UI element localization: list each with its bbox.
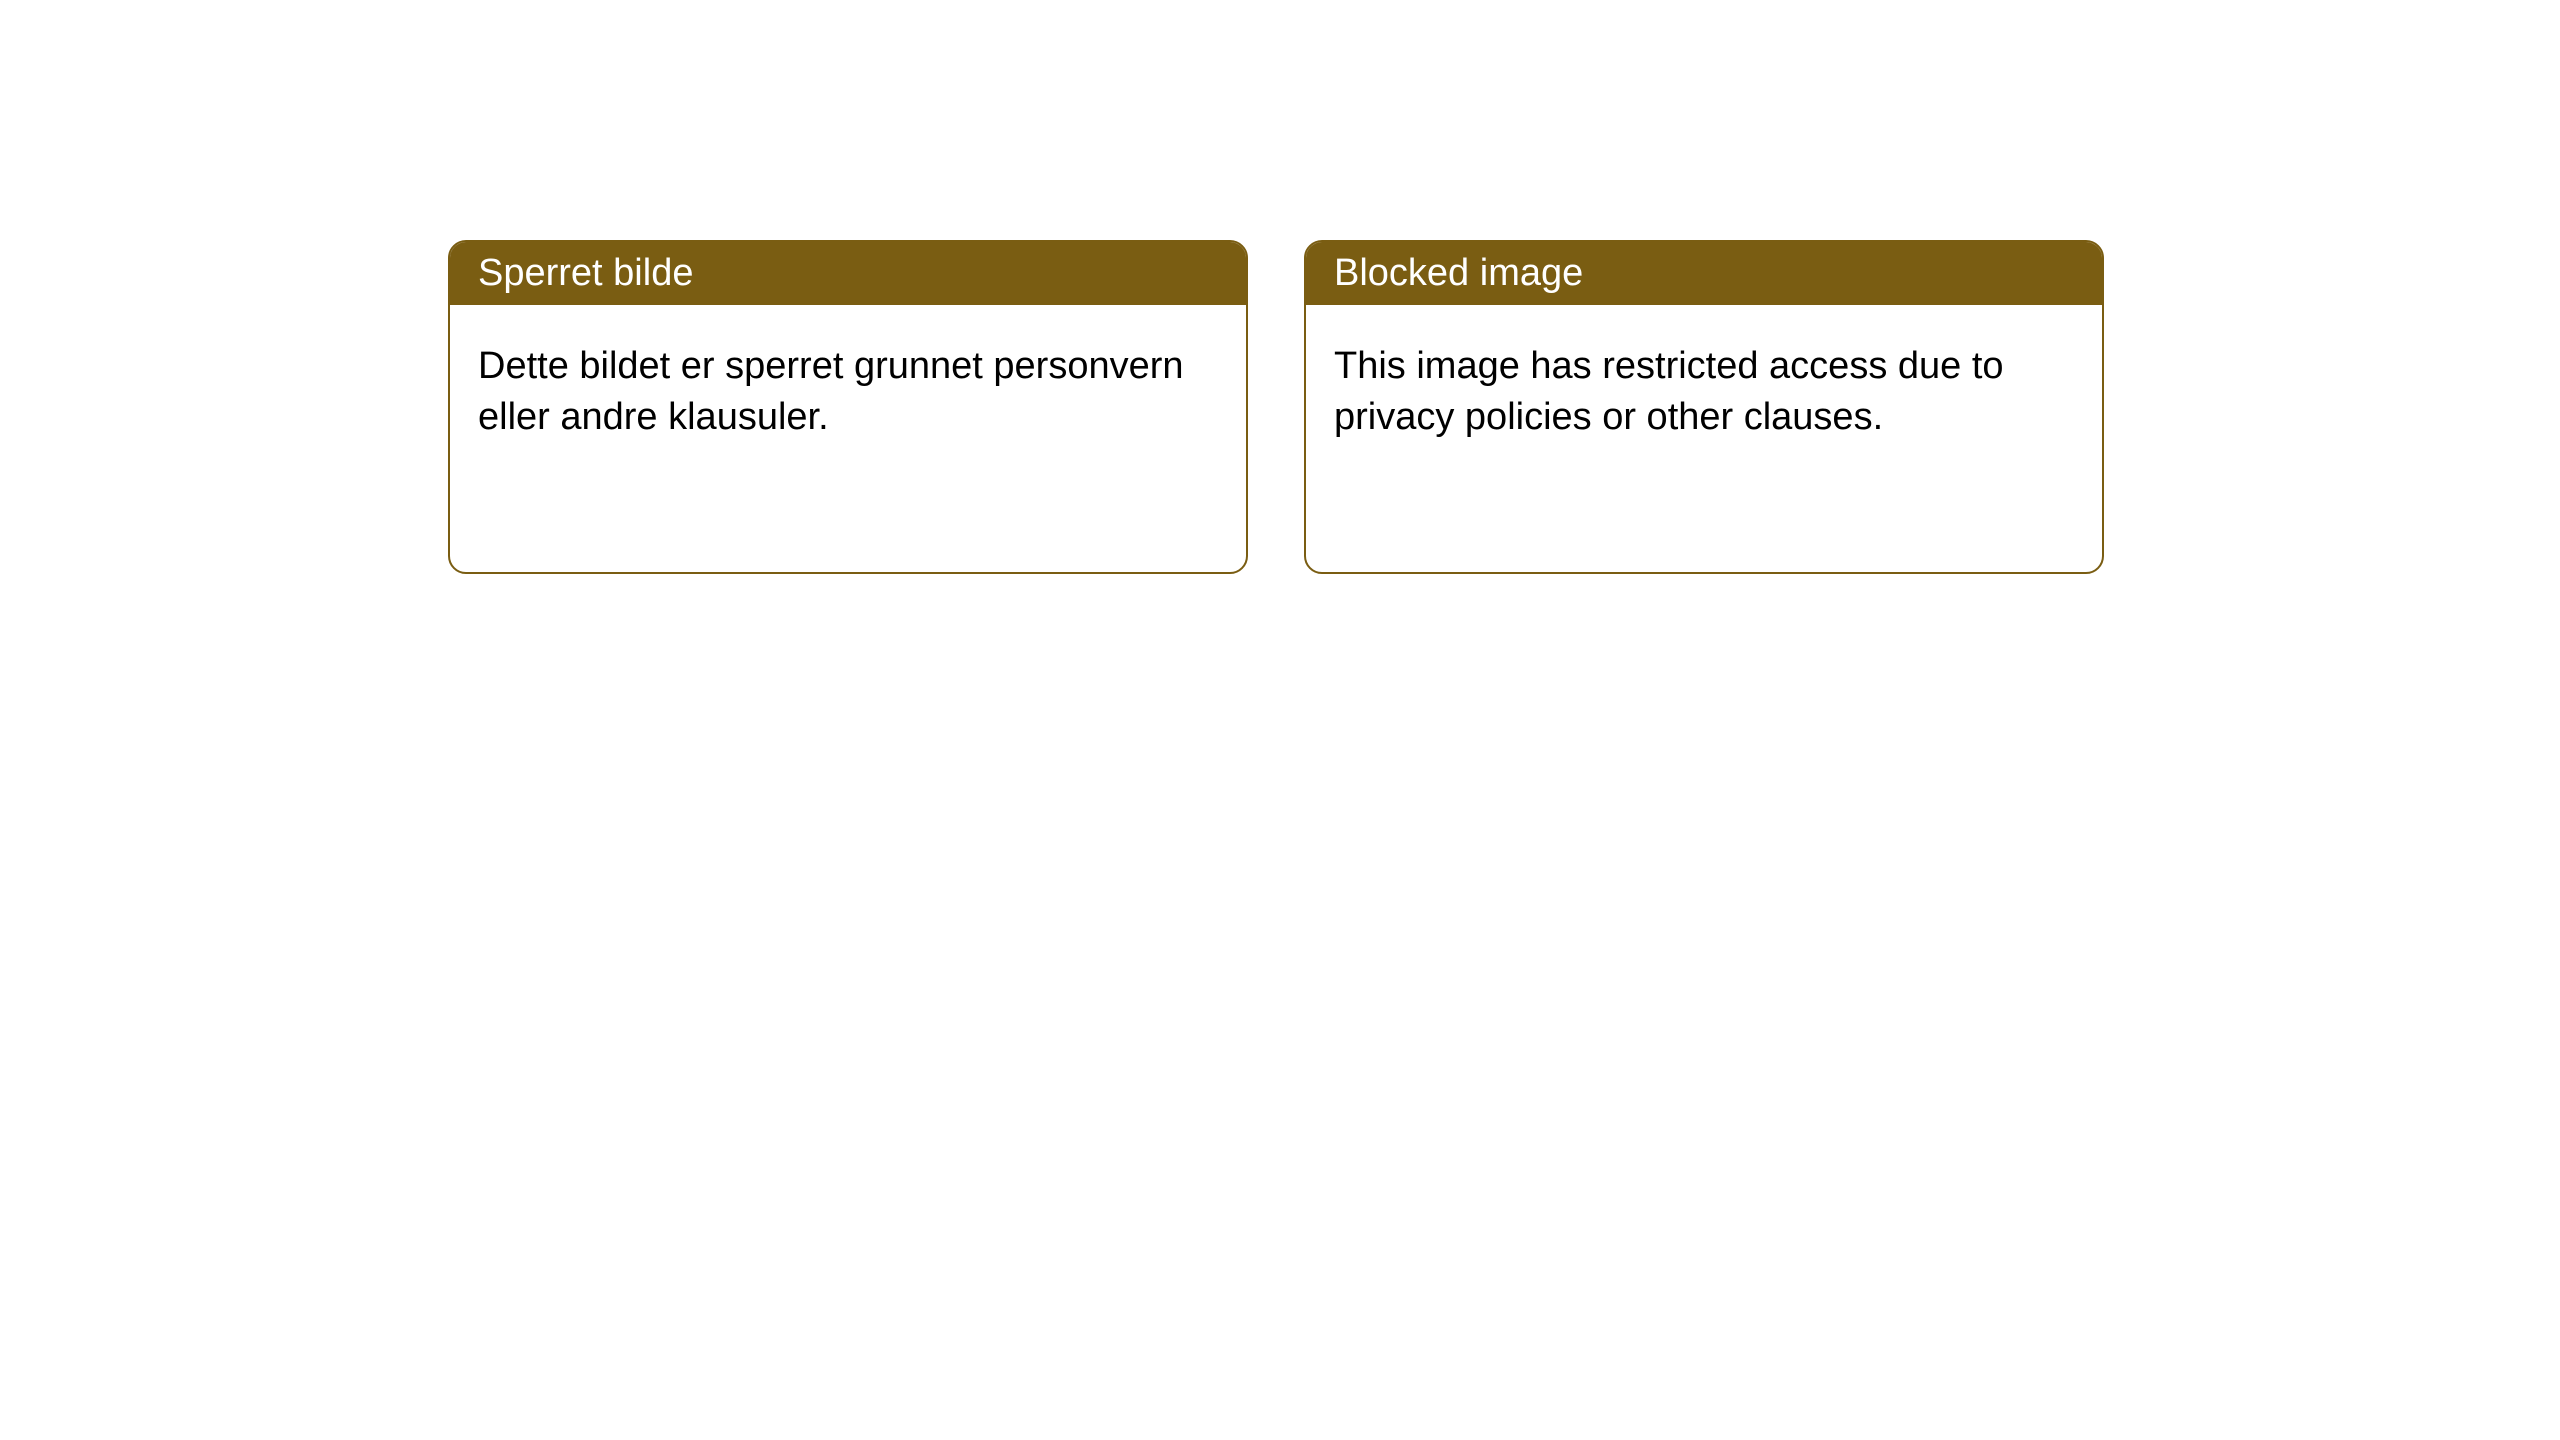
- card-body: Dette bildet er sperret grunnet personve…: [450, 305, 1246, 480]
- card-body-text: Dette bildet er sperret grunnet personve…: [478, 345, 1184, 438]
- notice-container: Sperret bilde Dette bildet er sperret gr…: [0, 0, 2560, 574]
- card-title: Blocked image: [1334, 252, 1583, 294]
- notice-card-english: Blocked image This image has restricted …: [1304, 240, 2104, 574]
- card-header: Blocked image: [1306, 242, 2102, 305]
- card-title: Sperret bilde: [478, 252, 693, 294]
- card-body: This image has restricted access due to …: [1306, 305, 2102, 480]
- card-header: Sperret bilde: [450, 242, 1246, 305]
- card-body-text: This image has restricted access due to …: [1334, 345, 2004, 438]
- notice-card-norwegian: Sperret bilde Dette bildet er sperret gr…: [448, 240, 1248, 574]
